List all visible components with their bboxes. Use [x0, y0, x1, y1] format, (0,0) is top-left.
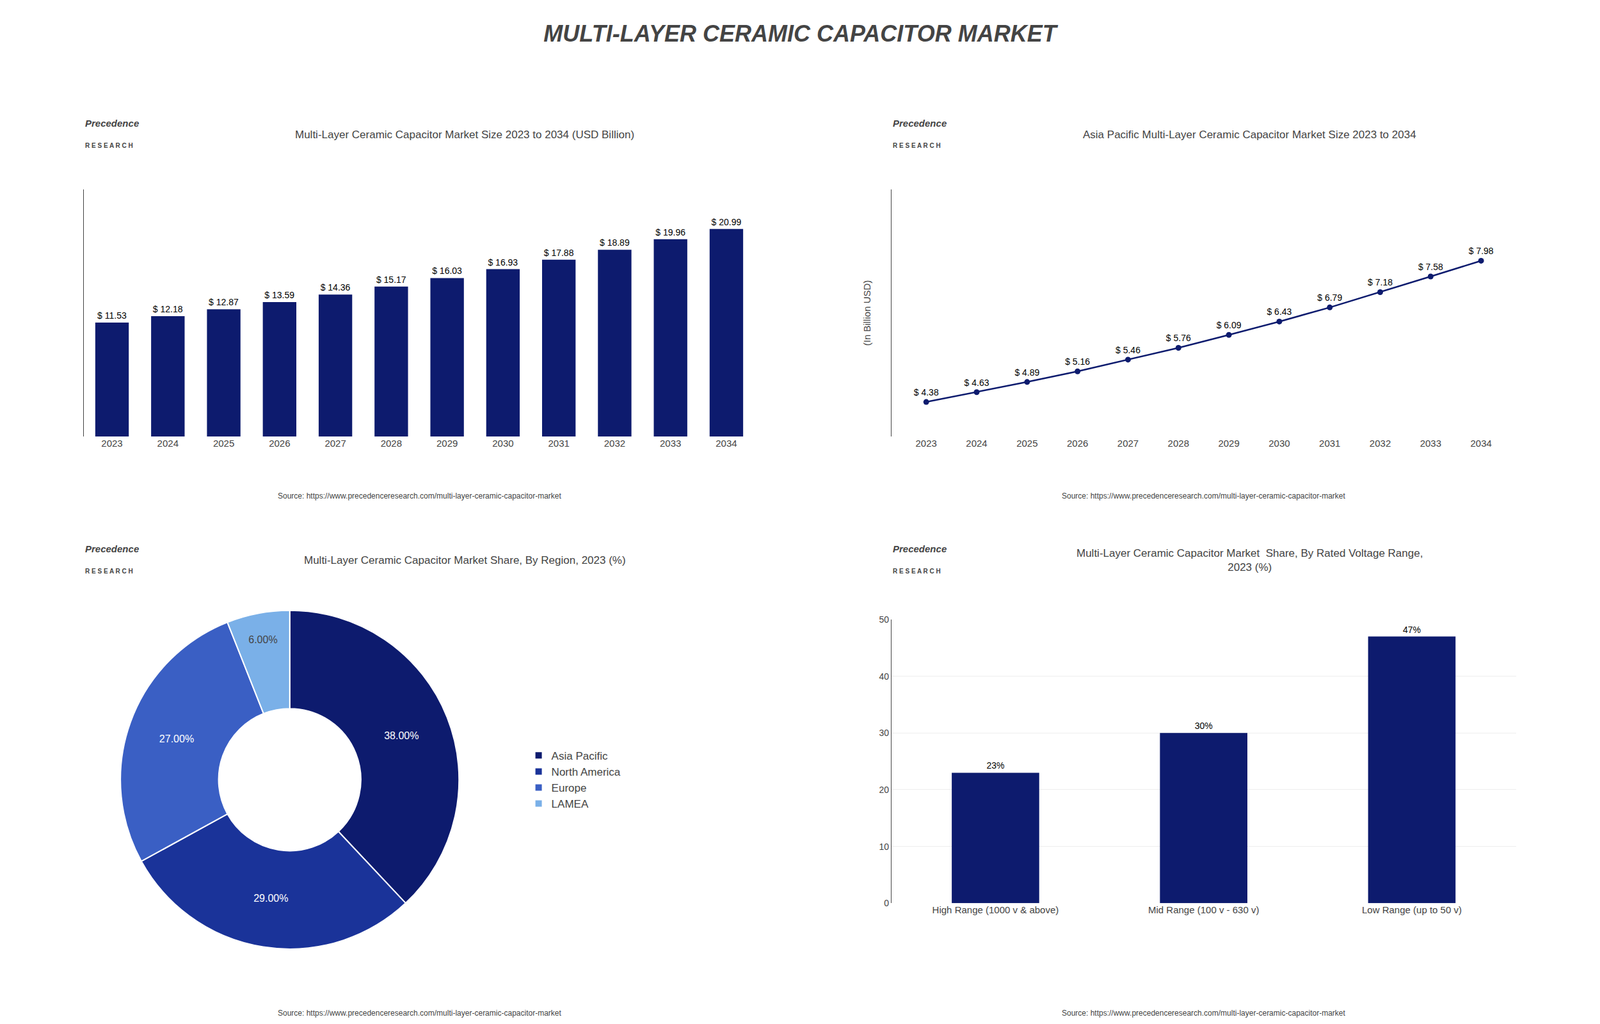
svg-text:2032: 2032 [604, 437, 626, 449]
svg-text:$ 19.96: $ 19.96 [655, 227, 686, 238]
svg-text:$ 4.89: $ 4.89 [1014, 367, 1040, 378]
svg-text:30%: 30% [1194, 720, 1213, 731]
svg-text:30: 30 [878, 727, 889, 738]
svg-text:2026: 2026 [1066, 437, 1088, 449]
svg-text:Asia Pacific: Asia Pacific [551, 750, 608, 763]
svg-text:Multi-Layer Ceramic Capacitor: Multi-Layer Ceramic Capacitor Market Sha… [304, 554, 626, 567]
svg-text:40: 40 [878, 671, 889, 682]
svg-text:Source: https://www.precedence: Source: https://www.precedenceresearch.c… [277, 1008, 562, 1018]
svg-text:Precedence: Precedence [85, 117, 139, 129]
svg-text:2024: 2024 [965, 437, 987, 449]
svg-text:$ 7.98: $ 7.98 [1468, 245, 1494, 256]
svg-text:2032: 2032 [1369, 437, 1391, 449]
svg-text:$ 11.53: $ 11.53 [97, 310, 127, 321]
svg-text:2023: 2023 [915, 437, 937, 449]
svg-text:$ 13.59: $ 13.59 [264, 289, 295, 301]
svg-text:2024: 2024 [157, 437, 179, 449]
svg-text:R E S E A R C H: R E S E A R C H [85, 567, 134, 575]
svg-text:2025: 2025 [1016, 437, 1038, 449]
svg-text:47%: 47% [1402, 624, 1421, 635]
svg-text:$ 5.46: $ 5.46 [1115, 344, 1141, 356]
svg-text:2030: 2030 [492, 437, 514, 449]
svg-text:Precedence: Precedence [892, 543, 947, 555]
svg-text:Source: https://www.precedence: Source: https://www.precedenceresearch.c… [1061, 1008, 1346, 1018]
svg-text:2029: 2029 [436, 437, 458, 449]
svg-text:$ 4.38: $ 4.38 [913, 387, 939, 398]
svg-text:Europe: Europe [551, 782, 587, 795]
svg-text:$ 5.76: $ 5.76 [1166, 332, 1192, 344]
svg-text:50: 50 [878, 614, 889, 625]
svg-text:High Range (1000 v & above): High Range (1000 v & above) [932, 904, 1060, 916]
svg-text:$ 6.43: $ 6.43 [1266, 306, 1292, 317]
svg-text:$ 20.99: $ 20.99 [711, 216, 742, 228]
svg-text:$ 14.36: $ 14.36 [320, 282, 351, 293]
svg-text:2031: 2031 [1319, 437, 1341, 449]
svg-text:2027: 2027 [1117, 437, 1139, 449]
svg-text:Mid Range (100 v - 630 v): Mid Range (100 v - 630 v) [1148, 904, 1259, 916]
svg-text:$ 6.79: $ 6.79 [1317, 292, 1343, 303]
svg-text:$ 18.89: $ 18.89 [599, 237, 630, 248]
svg-text:2028: 2028 [380, 437, 402, 449]
svg-text:2025: 2025 [213, 437, 235, 449]
svg-text:Source: https://www.precedence: Source: https://www.precedenceresearch.c… [1061, 491, 1346, 501]
svg-text:LAMEA: LAMEA [551, 798, 589, 811]
svg-text:$ 12.87: $ 12.87 [208, 296, 239, 308]
svg-text:$ 15.17: $ 15.17 [376, 274, 407, 285]
svg-text:$ 4.63: $ 4.63 [964, 377, 990, 388]
svg-text:$ 7.18: $ 7.18 [1367, 277, 1393, 288]
svg-text:27.00%: 27.00% [159, 733, 194, 745]
svg-text:North America: North America [551, 766, 621, 779]
svg-text:29.00%: 29.00% [253, 892, 288, 904]
svg-text:$ 6.09: $ 6.09 [1216, 320, 1242, 331]
svg-text:Asia Pacific Multi-Layer Ceram: Asia Pacific Multi-Layer Ceramic Capacit… [1082, 128, 1417, 141]
svg-text:$ 7.58: $ 7.58 [1418, 261, 1444, 272]
svg-text:Low Range (up to 50 v): Low Range (up to 50 v) [1361, 904, 1462, 916]
svg-text:$ 16.93: $ 16.93 [487, 257, 518, 268]
svg-text:23%: 23% [986, 760, 1005, 771]
svg-text:20: 20 [878, 784, 889, 795]
svg-text:10: 10 [878, 841, 889, 852]
svg-text:$ 16.03: $ 16.03 [432, 265, 463, 276]
svg-text:2033: 2033 [659, 437, 681, 449]
svg-text:38.00%: 38.00% [384, 730, 419, 742]
svg-text:0: 0 [883, 897, 889, 909]
svg-text:2034: 2034 [715, 437, 737, 449]
svg-text:$ 17.88: $ 17.88 [544, 247, 575, 258]
svg-text:2023: 2023 [101, 437, 123, 449]
svg-text:MULTI-LAYER CERAMIC CAPACITOR: MULTI-LAYER CERAMIC CAPACITOR MARKET [543, 20, 1058, 47]
svg-text:Multi-Layer Ceramic Capacitor: Multi-Layer Ceramic Capacitor Market Sha… [1076, 547, 1423, 574]
svg-text:R E S E A R C H: R E S E A R C H [85, 142, 134, 150]
svg-text:2030: 2030 [1268, 437, 1290, 449]
svg-text:2028: 2028 [1168, 437, 1190, 449]
svg-text:2026: 2026 [268, 437, 290, 449]
svg-text:R E S E A R C H: R E S E A R C H [892, 142, 941, 150]
svg-text:Precedence: Precedence [892, 117, 947, 129]
svg-text:(In Billion USD): (In Billion USD) [861, 280, 873, 347]
svg-text:$ 5.16: $ 5.16 [1064, 356, 1090, 367]
svg-text:Precedence: Precedence [85, 543, 139, 555]
svg-text:Multi-Layer Ceramic Capacitor: Multi-Layer Ceramic Capacitor Market Siz… [295, 128, 635, 141]
svg-text:2034: 2034 [1470, 437, 1492, 449]
svg-text:6.00%: 6.00% [248, 634, 278, 646]
svg-text:2029: 2029 [1217, 437, 1240, 449]
svg-text:2033: 2033 [1420, 437, 1442, 449]
svg-text:Source: https://www.precedence: Source: https://www.precedenceresearch.c… [277, 491, 562, 501]
svg-text:2027: 2027 [324, 437, 346, 449]
svg-text:R E S E A R C H: R E S E A R C H [892, 567, 941, 575]
svg-text:2031: 2031 [547, 437, 569, 449]
svg-text:$ 12.18: $ 12.18 [152, 304, 184, 315]
